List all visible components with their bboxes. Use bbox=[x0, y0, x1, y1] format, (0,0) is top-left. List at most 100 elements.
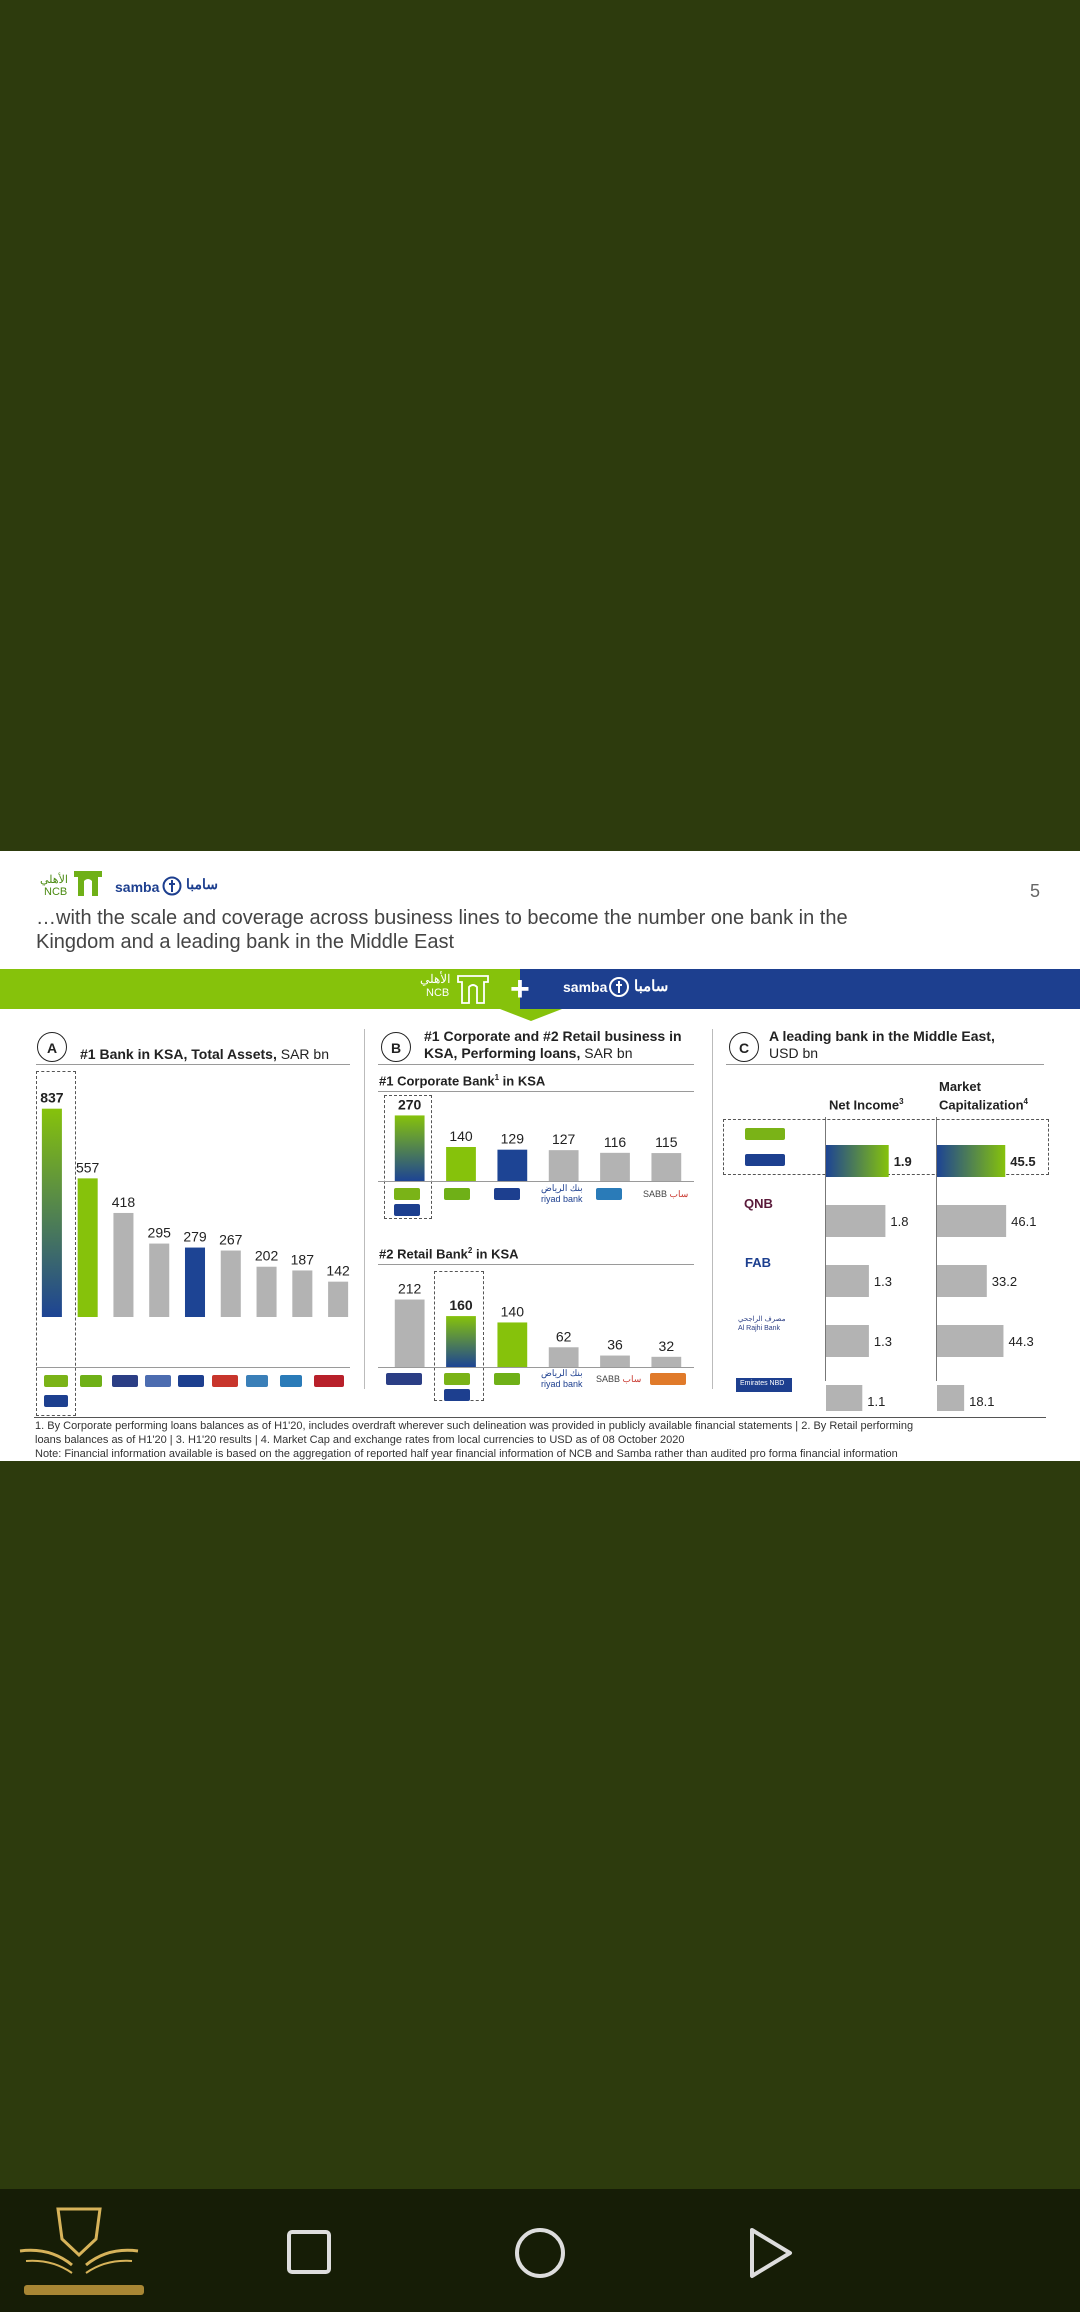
corp-sabb-latin: SABB bbox=[643, 1189, 668, 1199]
panel-divider-1 bbox=[364, 1029, 365, 1389]
me-net-income-value-label: 1.3 bbox=[874, 1274, 892, 1289]
slide-title-line-1: …with the scale and coverage across busi… bbox=[36, 907, 848, 929]
footnote-note: Note: Financial information available is… bbox=[35, 1448, 898, 1460]
panel-a-title: #1 Bank in KSA, Total Assets, SAR bn bbox=[80, 1046, 329, 1062]
alrajhi-logo-label: Al Rajhi Bank bbox=[738, 1325, 781, 1332]
panel-c-title-bold: A leading bank in the Middle East, bbox=[769, 1028, 995, 1044]
total-assets-value-label: 418 bbox=[112, 1194, 136, 1210]
panel-b-title-line-1: #1 Corporate and #2 Retail business in bbox=[424, 1028, 682, 1044]
net-income-chart: 1.9 1.8 1.3 1.3 1.1 bbox=[826, 1145, 912, 1411]
panel-a-title-bold: #1 Bank in KSA, Total Assets, bbox=[80, 1046, 277, 1062]
corp-riyad-arabic: بنك الرياض bbox=[541, 1183, 583, 1193]
me-market-cap-value-label: 18.1 bbox=[969, 1394, 994, 1409]
panel-b-title-line-2: KSA, Performing loans, SAR bn bbox=[424, 1045, 633, 1061]
band-plus-sign: + bbox=[510, 970, 530, 1008]
total-assets-bar bbox=[184, 1247, 206, 1317]
total-assets-value-label: 557 bbox=[76, 1159, 100, 1175]
total-assets-bar bbox=[41, 1108, 62, 1317]
band-ncb-latin: NCB bbox=[426, 987, 450, 999]
corporate-loans-value-label: 270 bbox=[398, 1096, 422, 1112]
panel-b-title-unit: SAR bn bbox=[580, 1045, 633, 1061]
total-assets-value-label: 187 bbox=[291, 1251, 315, 1267]
retail-ncb-samba-logo-icon bbox=[444, 1373, 470, 1385]
corporate-loans-value-label: 129 bbox=[501, 1131, 525, 1147]
me-market-cap-value-label: 45.5 bbox=[1010, 1154, 1035, 1169]
retail-loans-bar bbox=[600, 1355, 630, 1367]
corporate-loans-bar bbox=[497, 1149, 528, 1181]
alrajhi-arabic-label: مصرف الراجحي bbox=[738, 1316, 786, 1323]
corp-ncb-samba-logo-icon bbox=[394, 1188, 420, 1200]
panel-a-title-rule bbox=[36, 1064, 350, 1065]
retail-logo-rule bbox=[378, 1367, 694, 1368]
band-pointer-icon bbox=[500, 1009, 562, 1021]
footnote-rule bbox=[34, 1417, 1046, 1418]
retail-loans-value-label: 212 bbox=[398, 1281, 422, 1297]
market-cap-header-line-2: Capitalization4 bbox=[939, 1097, 1028, 1112]
presentation-slide: الأهلي NCB samba سامبا 5 …with the scale… bbox=[0, 851, 1080, 1461]
market-cap-header-text: Capitalization bbox=[939, 1097, 1024, 1113]
corp-ncb-samba-samba-part-icon bbox=[394, 1204, 420, 1216]
retail-loans-value-label: 36 bbox=[607, 1337, 623, 1353]
me-market-cap-bar bbox=[937, 1265, 987, 1297]
me-net-income-value-label: 1.1 bbox=[867, 1394, 885, 1409]
band-samba-latin: samba bbox=[563, 979, 608, 995]
samba-logo-arabic: سامبا bbox=[186, 876, 218, 892]
home-button[interactable] bbox=[512, 2225, 568, 2281]
panel-b-title-bold: KSA, Performing loans, bbox=[424, 1045, 581, 1061]
total-assets-value-label: 267 bbox=[219, 1232, 243, 1248]
arab-national-bank-logo-icon bbox=[314, 1375, 344, 1387]
total-assets-bar bbox=[220, 1250, 241, 1317]
band-ncb-arch-icon bbox=[457, 975, 489, 1004]
market-cap-column-rule bbox=[936, 1117, 937, 1381]
me-net-income-bar bbox=[826, 1145, 889, 1177]
back-button[interactable] bbox=[746, 2225, 796, 2281]
samba-logo-icon bbox=[178, 1375, 204, 1387]
forum-watermark-logo-icon bbox=[19, 2207, 144, 2295]
recent-apps-button[interactable] bbox=[286, 2229, 334, 2277]
c-ncb-samba-logo-icon bbox=[745, 1128, 785, 1140]
corporate-loans-value-label: 115 bbox=[655, 1134, 678, 1150]
retail-loans-value-label: 32 bbox=[659, 1338, 675, 1354]
retail-loans-value-label: 62 bbox=[556, 1328, 572, 1344]
me-market-cap-bar bbox=[937, 1325, 1004, 1357]
corporate-loans-value-label: 116 bbox=[604, 1134, 627, 1150]
retail-alrajhi-logo-icon bbox=[386, 1373, 422, 1385]
system-navigation-bar bbox=[0, 2189, 1080, 2312]
panel-a-logo-rule bbox=[36, 1367, 350, 1368]
retail-riyad-latin: riyad bank bbox=[541, 1379, 583, 1389]
ncb-logo-latin: NCB bbox=[44, 886, 68, 898]
samba-logo-latin: samba bbox=[115, 879, 160, 895]
retail-sabb-latin: SABB bbox=[596, 1374, 621, 1384]
retail-riyad-arabic: بنك الرياض bbox=[541, 1368, 583, 1378]
me-net-income-bar bbox=[826, 1265, 869, 1297]
me-net-income-bar bbox=[826, 1325, 869, 1357]
corporate-loans-bar bbox=[651, 1153, 682, 1181]
panel-b-letter-badge: B bbox=[381, 1032, 411, 1062]
corp-ncb-logo-icon bbox=[444, 1188, 470, 1200]
net-income-header-footnote: 3 bbox=[899, 1097, 904, 1106]
c-ncb-samba-samba-part-icon bbox=[745, 1154, 785, 1166]
market-cap-header-footnote: 4 bbox=[1023, 1097, 1028, 1106]
me-market-cap-bar bbox=[937, 1385, 965, 1411]
retail-loans-bar bbox=[497, 1322, 528, 1367]
total-assets-value-label: 202 bbox=[255, 1248, 279, 1264]
total-assets-value-label: 142 bbox=[326, 1263, 350, 1279]
corporate-loans-value-label: 140 bbox=[449, 1128, 473, 1144]
ncb-logo-icon bbox=[80, 1375, 102, 1387]
me-market-cap-value-label: 46.1 bbox=[1011, 1214, 1036, 1229]
corporate-subtitle: #1 Corporate Bank1 in KSA bbox=[379, 1073, 545, 1088]
me-net-income-value-label: 1.3 bbox=[874, 1334, 892, 1349]
retail-loans-value-label: 160 bbox=[449, 1297, 473, 1313]
corporate-highlight-box bbox=[384, 1095, 432, 1219]
ncb-arch-icon bbox=[74, 871, 102, 896]
panel-b-title-rule bbox=[378, 1064, 694, 1065]
corporate-loans-bar bbox=[548, 1150, 579, 1181]
corporate-loans-bar bbox=[394, 1115, 425, 1181]
samba-emblem-icon bbox=[162, 876, 182, 896]
corp-sabb-logo: SABB ساب bbox=[643, 1189, 688, 1200]
corporate-subtitle-footnote: 1 bbox=[494, 1073, 500, 1082]
market-cap-chart: 45.5 46.1 33.2 44.3 18.1 bbox=[937, 1145, 1036, 1411]
market-cap-header-line-1: Market bbox=[939, 1079, 981, 1094]
panel-c-title-rule bbox=[726, 1064, 1044, 1065]
retail-loans-bar bbox=[548, 1347, 579, 1367]
